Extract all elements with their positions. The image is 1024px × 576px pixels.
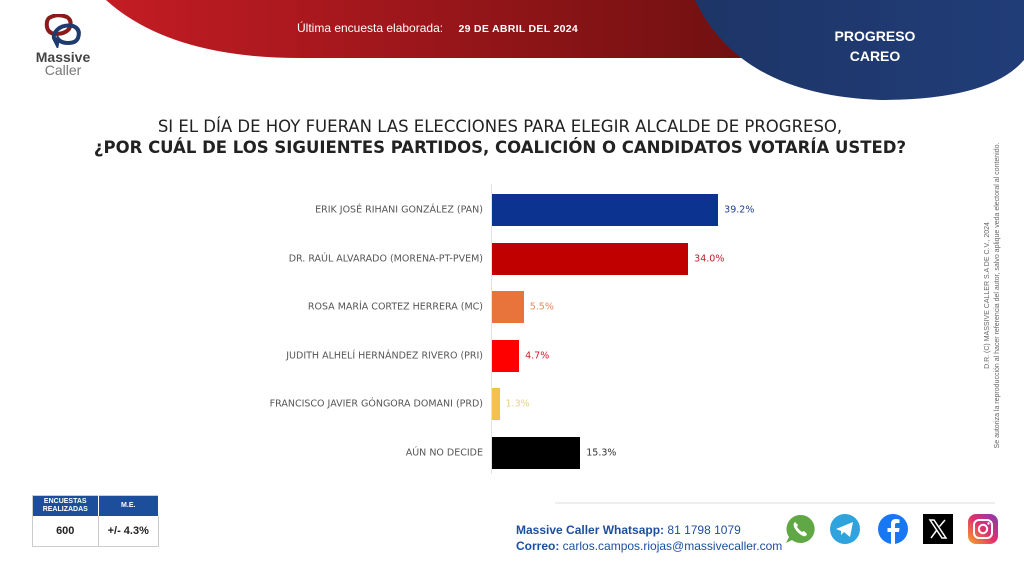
value-label: 4.7% xyxy=(525,350,550,361)
instagram-icon[interactable] xyxy=(967,513,999,545)
legal-line1: D.R. (C) MASSIVE CALLER S.A DE C.V., 202… xyxy=(984,222,991,369)
category-label: DR. RAÚL ALVARADO (MORENA-PT-PVEM) xyxy=(288,253,483,264)
last-survey-info: Última encuesta elaborada: 29 DE ABRIL D… xyxy=(297,21,578,35)
contact-info: Massive Caller Whatsapp: 81 1798 1079 Co… xyxy=(516,522,782,554)
question-line2: ¿POR CUÁL DE LOS SIGUIENTES PARTIDOS, CO… xyxy=(93,138,907,157)
category-label: ERIK JOSÉ RIHANI GONZÁLEZ (PAN) xyxy=(315,204,483,216)
legal-line2: Se autoriza la reproducción al hacer ref… xyxy=(994,142,1001,449)
question-line1: SI EL DÍA DE HOY FUERAN LAS ELECCIONES P… xyxy=(157,117,843,136)
email-address[interactable]: carlos.campos.riojas@massivecaller.com xyxy=(559,539,783,553)
header-blue-shape xyxy=(695,0,1024,100)
survey-stats-table: ENCUESTAS REALIZADAS M.E. 600 +/- 4.3% xyxy=(32,495,159,547)
region-line1: PROGRESO xyxy=(834,28,916,44)
value-label: 15.3% xyxy=(586,447,617,458)
bar xyxy=(492,242,689,275)
header-red-shape xyxy=(106,0,760,58)
value-label: 34.0% xyxy=(694,253,725,264)
value-label: 39.2% xyxy=(724,204,755,216)
massive-caller-logo: Massive Caller xyxy=(28,14,98,77)
chat-bubbles-icon xyxy=(44,14,81,48)
bar xyxy=(492,436,581,469)
region-line2: CAREO xyxy=(849,48,901,64)
bar-chart: ERIK JOSÉ RIHANI GONZÁLEZ (PAN) 39.2% DR. … xyxy=(0,180,1024,480)
x-icon[interactable] xyxy=(922,513,954,545)
legal-notice: D.R. (C) MASSIVE CALLER S.A DE C.V., 202… xyxy=(983,113,1003,478)
whatsapp-number[interactable]: 81 1798 1079 xyxy=(664,523,741,537)
header-banner xyxy=(0,0,1024,100)
email-label: Correo: xyxy=(516,539,560,553)
margin-error-header: M.E. xyxy=(98,495,159,516)
category-label: JUDITH ALHELÍ HERNÁNDEZ RIVERO (PRI) xyxy=(286,350,483,361)
logo-text-caller: Caller xyxy=(44,62,82,78)
last-survey-label: Última encuesta elaborada: xyxy=(297,21,444,35)
footer-divider xyxy=(555,502,995,504)
margin-error-value: +/- 4.3% xyxy=(98,516,159,547)
region-title: PROGRESO CAREO xyxy=(800,26,950,66)
whatsapp-label: Massive Caller Whatsapp: xyxy=(516,523,665,537)
whatsapp-contact: Massive Caller Whatsapp: 81 1798 1079 xyxy=(516,522,782,538)
category-label: FRANCISCO JAVIER GÓNGORA DOMANI (PRD) xyxy=(269,398,483,410)
surveys-header-line2: REALIZADAS xyxy=(42,506,88,513)
category-label: ROSA MARÍA CORTEZ HERRERA (MC) xyxy=(307,301,483,313)
logo-text-massive: Massive xyxy=(35,49,91,65)
email-contact: Correo: carlos.campos.riojas@massivecall… xyxy=(516,538,782,554)
last-survey-date: 29 DE ABRIL DEL 2024 xyxy=(458,23,579,35)
surveys-header-line1: ENCUESTAS xyxy=(43,498,87,505)
surveys-count: 600 xyxy=(32,516,99,547)
facebook-icon[interactable] xyxy=(877,513,909,545)
bar xyxy=(492,291,524,323)
value-label: 1.3% xyxy=(505,398,530,410)
bar xyxy=(492,339,520,372)
bar xyxy=(492,194,719,226)
chart-axis-line xyxy=(491,184,492,474)
category-label: AÚN NO DECIDE xyxy=(405,447,483,458)
telegram-icon[interactable] xyxy=(829,513,861,545)
whatsapp-icon[interactable] xyxy=(784,513,816,545)
surveys-header: ENCUESTAS REALIZADAS xyxy=(32,495,99,516)
value-label: 5.5% xyxy=(529,301,554,313)
bar xyxy=(492,388,500,420)
